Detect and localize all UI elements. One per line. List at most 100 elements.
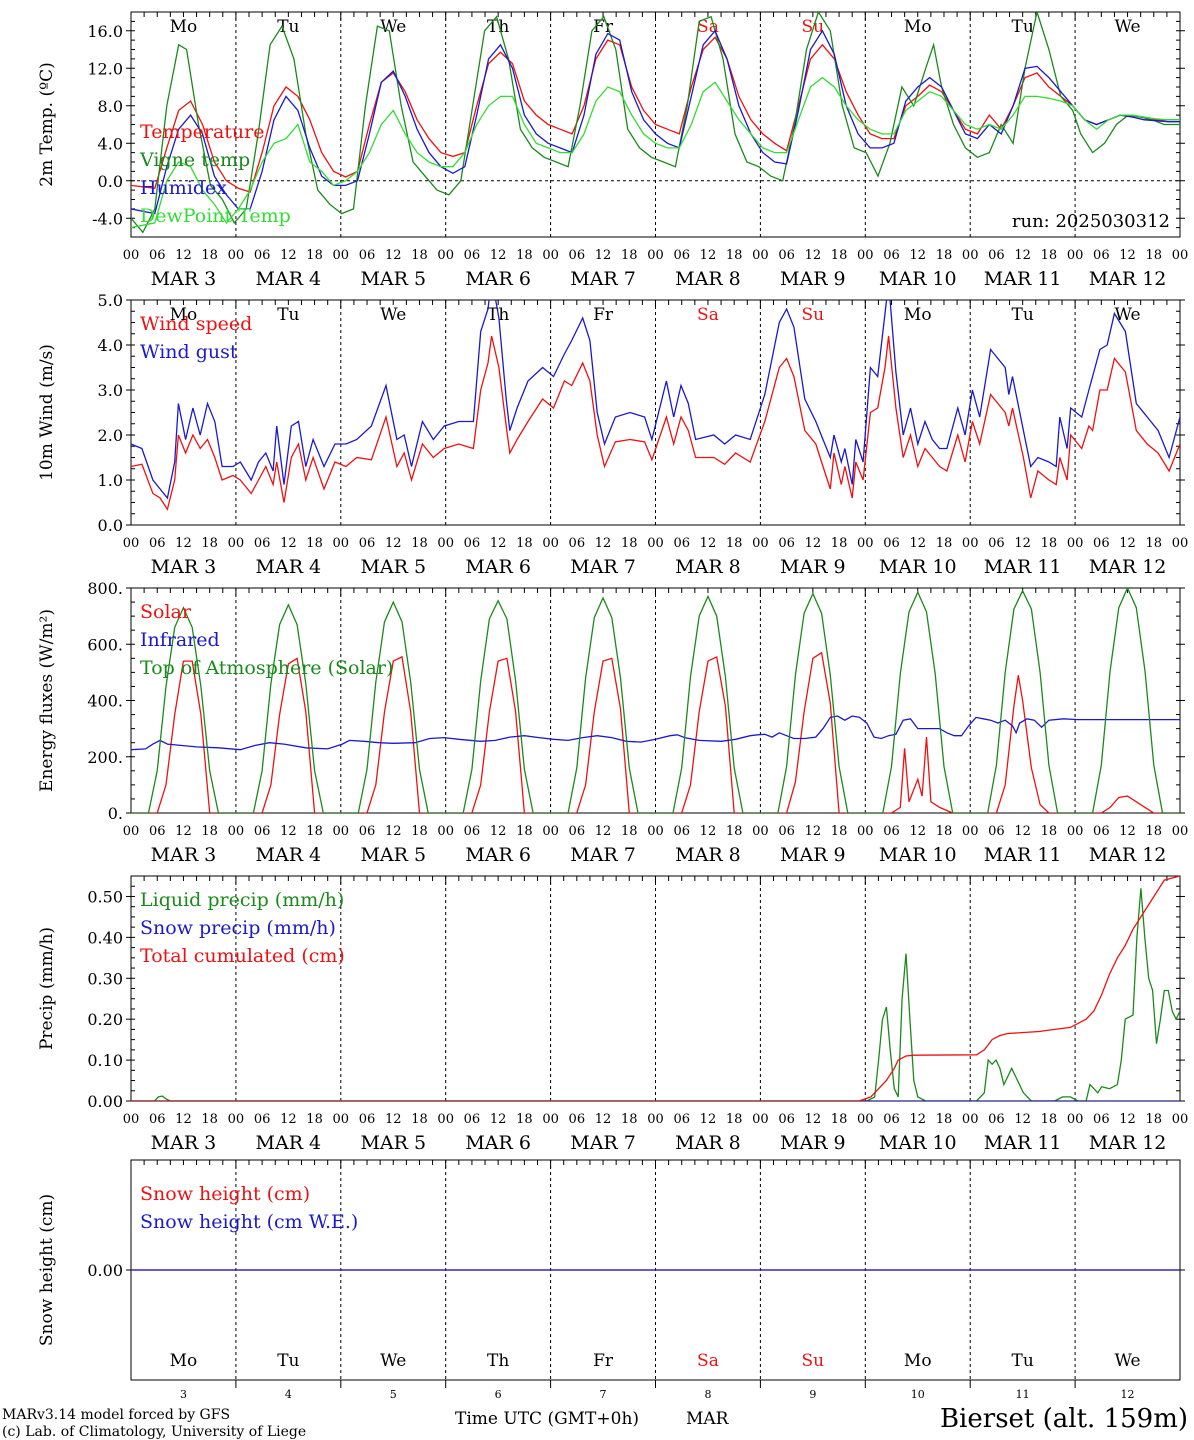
day-label: MAR 3 [151, 1132, 217, 1154]
legend-entry: Solar [140, 601, 192, 623]
day-label: MAR 9 [780, 1132, 846, 1154]
hour-label: 06 [464, 1112, 481, 1127]
hour-label: 00 [1172, 536, 1189, 551]
hour-label: 12 [280, 536, 297, 551]
hour-label: 00 [437, 248, 454, 263]
series-line-top-of-atmosphere-solar- [131, 588, 1180, 813]
ytick-label: 0.50 [87, 887, 123, 906]
hour-label: 00 [228, 536, 245, 551]
day-number: 8 [704, 1388, 711, 1401]
model-credit-line: MARv3.14 model forced by GFS [2, 1407, 230, 1423]
yaxis-label: Energy fluxes (W/m²) [37, 609, 57, 792]
day-label: MAR 10 [879, 844, 957, 866]
legend-entry: Wind gust [140, 341, 238, 363]
day-label: MAR 3 [151, 844, 217, 866]
series-line-humidex [131, 29, 1180, 215]
hour-label: 00 [437, 1112, 454, 1127]
hour-label: 06 [1093, 536, 1110, 551]
day-label: MAR 12 [1089, 844, 1167, 866]
hour-label: 00 [962, 1112, 979, 1127]
hour-label: 00 [1067, 1112, 1084, 1127]
hour-label: 06 [569, 536, 586, 551]
hour-label: 12 [595, 1112, 612, 1127]
day-label: MAR 11 [984, 844, 1062, 866]
day-label: MAR 7 [570, 268, 636, 290]
hour-label: 00 [333, 536, 350, 551]
hour-label: 00 [962, 536, 979, 551]
day-label: MAR 9 [780, 268, 846, 290]
hour-label: 06 [778, 1112, 795, 1127]
hour-label: 12 [175, 248, 192, 263]
ytick-label: 200. [87, 748, 123, 767]
hour-label: 18 [831, 1112, 848, 1127]
ytick-label: 800. [87, 579, 123, 598]
day-label: MAR 7 [570, 556, 636, 578]
hour-label: 18 [1146, 824, 1163, 839]
weekday-label: We [1114, 17, 1140, 37]
weekday-label: We [380, 305, 406, 325]
hour-label: 12 [1119, 248, 1136, 263]
hour-label: 12 [280, 248, 297, 263]
ytick-label: 16.0 [87, 22, 123, 41]
ytick-label: 0.30 [87, 969, 123, 988]
legend-entry: Humidex [140, 177, 227, 199]
hour-label: 00 [1172, 1112, 1189, 1127]
hour-label: 00 [857, 536, 874, 551]
panels: -4.0 0.0 4.0 8.0 12.0 16.0 2m Temp. (ºC) Mo Tu We… [37, 11, 1189, 1401]
hour-label: 12 [805, 824, 822, 839]
hour-label: 18 [411, 1112, 428, 1127]
day-label: MAR 11 [984, 1132, 1062, 1154]
weekday-label: Mo [904, 1351, 932, 1371]
hour-label: 18 [936, 248, 953, 263]
weekday-label: Su [802, 1351, 825, 1371]
hour-label: 12 [490, 536, 507, 551]
hour-label: 00 [647, 248, 664, 263]
yaxis-label: 10m Wind (m/s) [37, 344, 57, 481]
hour-label: 12 [1014, 536, 1031, 551]
hour-label: 12 [1014, 1112, 1031, 1127]
day-label: MAR 6 [465, 268, 531, 290]
hour-label: 00 [752, 824, 769, 839]
hour-label: 06 [149, 248, 166, 263]
hour-label: 18 [726, 536, 743, 551]
series-group [131, 876, 1180, 1101]
hour-label: 12 [909, 536, 926, 551]
ytick-label: 5.0 [98, 291, 123, 310]
day-label: MAR 10 [879, 556, 957, 578]
hour-label: 06 [883, 824, 900, 839]
legend-entry: Liquid precip (mm/h) [140, 889, 344, 911]
hour-label: 00 [752, 1112, 769, 1127]
day-label: MAR 4 [256, 844, 322, 866]
hour-label: 00 [1067, 536, 1084, 551]
day-label: MAR 7 [570, 844, 636, 866]
hour-label: 06 [569, 248, 586, 263]
hour-label: 18 [516, 536, 533, 551]
ytick-label: 3.0 [98, 381, 123, 400]
hour-label: 00 [437, 536, 454, 551]
hour-label: 06 [254, 824, 271, 839]
hour-label: 06 [569, 1112, 586, 1127]
hour-label: 12 [1119, 536, 1136, 551]
day-label: MAR 10 [879, 1132, 957, 1154]
series-line-liquid-precip-mm-h- [131, 888, 1180, 1101]
weekday-label: Th [487, 1351, 509, 1371]
hour-label: 06 [988, 824, 1005, 839]
hour-label: 06 [464, 824, 481, 839]
hour-label: 00 [542, 536, 559, 551]
hour-label: 06 [883, 248, 900, 263]
hour-label: 06 [883, 1112, 900, 1127]
series-line-infrared [131, 715, 1180, 751]
hour-label: 00 [1172, 824, 1189, 839]
hour-label: 18 [411, 248, 428, 263]
hour-label: 18 [936, 1112, 953, 1127]
hour-label: 18 [621, 1112, 638, 1127]
series-line-wind-gust [131, 300, 1180, 500]
hour-label: 18 [621, 248, 638, 263]
hour-label: 12 [909, 824, 926, 839]
legend-entry: Total cumulated (cm) [140, 945, 345, 967]
day-label: MAR 4 [256, 556, 322, 578]
day-number: 12 [1121, 1388, 1135, 1401]
station-label: Bierset (alt. 159m) [940, 1404, 1188, 1434]
hour-label: 12 [1119, 824, 1136, 839]
